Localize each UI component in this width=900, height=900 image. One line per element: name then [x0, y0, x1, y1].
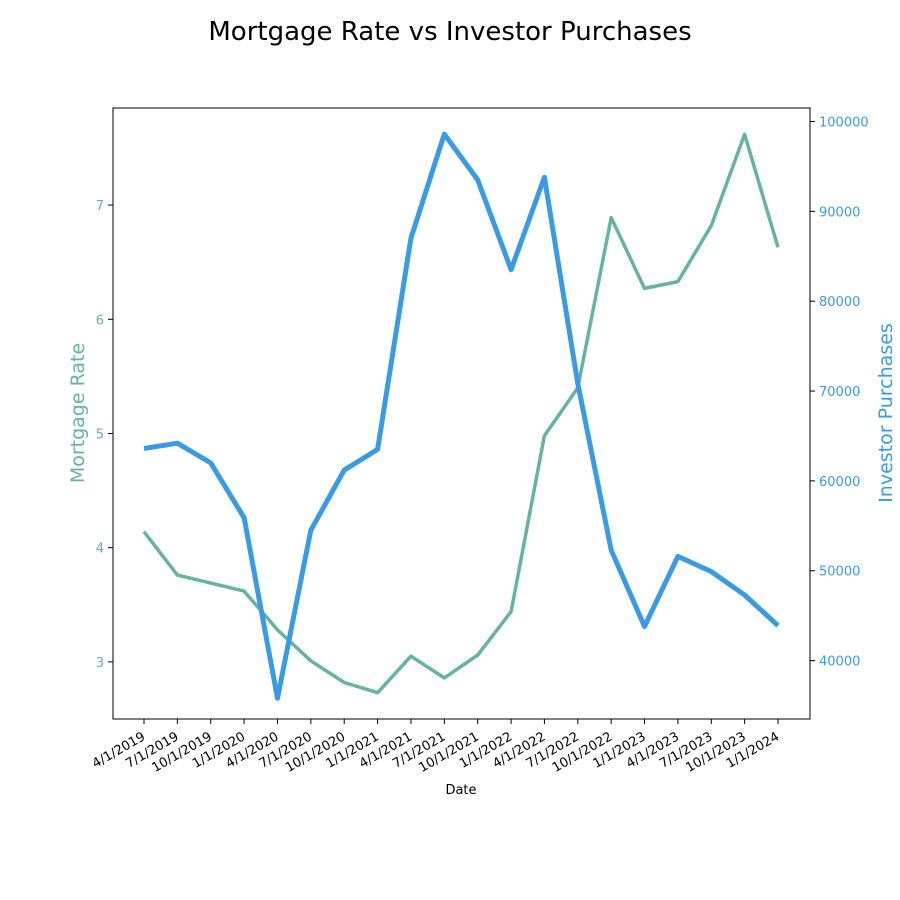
right-y-tick-label: 70000: [819, 385, 860, 400]
left-y-tick-label: 4: [96, 542, 104, 557]
right-y-tick-label: 40000: [819, 655, 860, 670]
right-y-tick-label: 60000: [819, 475, 860, 490]
investor-purchases-line: [143, 131, 780, 701]
plot-area: [112, 107, 811, 720]
right-y-tick-label: 50000: [819, 565, 860, 580]
x-axis-label: Date: [445, 783, 476, 798]
right-y-tick-label: 80000: [819, 295, 860, 310]
mortgage-rate-line: [142, 132, 780, 695]
left-y-tick-label: 7: [96, 199, 104, 214]
series-layer: [142, 131, 780, 701]
right-y-axis-label: Investor Purchases: [875, 323, 897, 503]
right-y-tick-label: 100000: [819, 115, 869, 130]
left-y-tick-label: 6: [96, 313, 104, 328]
chart-title: Mortgage Rate vs Investor Purchases: [208, 17, 691, 47]
right-y-axis: 40000 50000 60000 70000 80000 90000 100000: [810, 115, 869, 670]
right-y-tick-label: 90000: [819, 205, 860, 220]
left-y-tick-label: 5: [96, 427, 104, 442]
x-axis: 4/1/20197/1/201910/1/20191/1/20204/1/202…: [90, 719, 782, 776]
left-y-tick-label: 3: [96, 656, 104, 671]
left-y-axis: 3 4 5 6 7: [96, 199, 113, 671]
left-y-axis-label: Mortgage Rate: [67, 343, 89, 483]
